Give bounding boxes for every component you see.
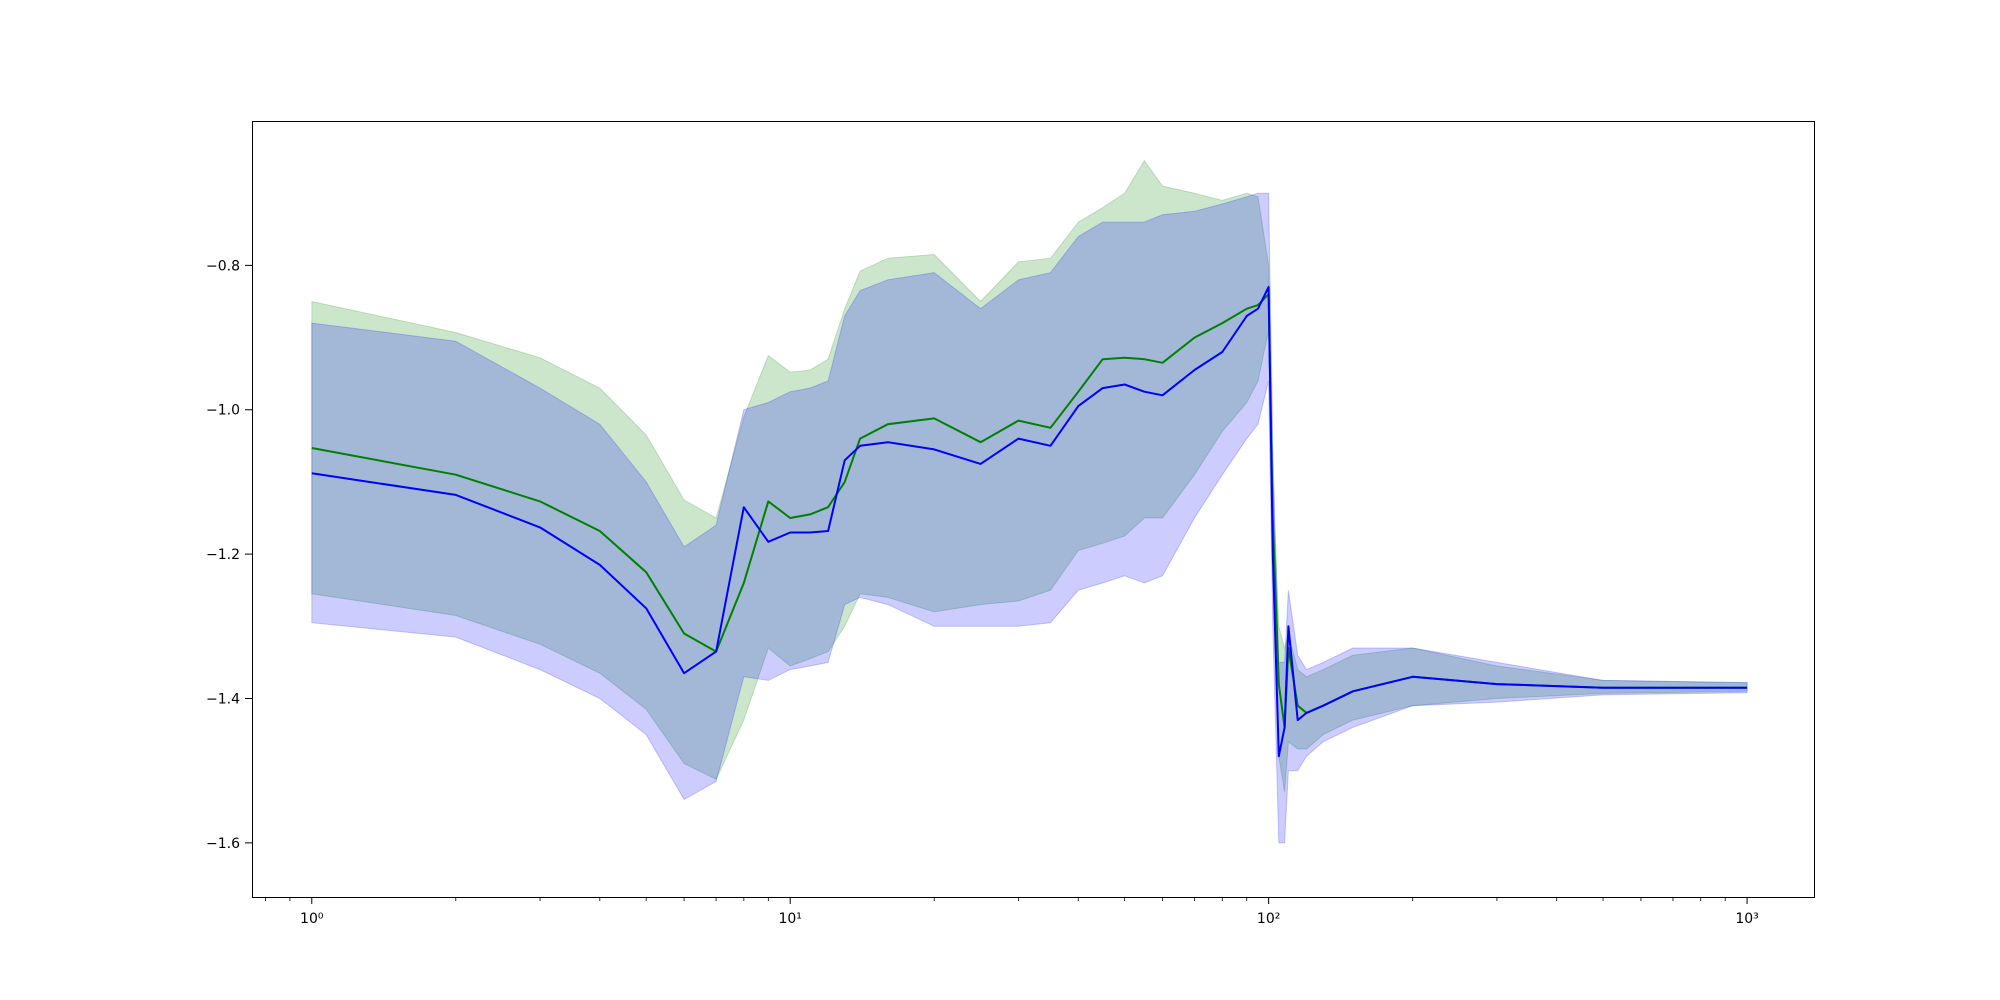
confidence-band-1: [311, 192, 1748, 844]
series-line-0: [311, 293, 1748, 729]
y-tick-label: −1.2: [206, 547, 240, 563]
confidence-band-0: [311, 159, 1748, 793]
x-tick-label: 10²: [1257, 911, 1280, 927]
y-axis: −0.8 −1.0 −1.2 −1.4 −1.6: [206, 258, 252, 852]
x-tick-label: 10⁰: [300, 911, 324, 927]
x-tick-label: 10¹: [778, 911, 801, 927]
x-tick-label: 10³: [1735, 911, 1758, 927]
y-tick-label: −1.4: [206, 691, 240, 707]
y-tick-label: −1.6: [206, 836, 240, 852]
series-lines: [311, 286, 1748, 758]
confidence-bands: [311, 159, 1748, 844]
plot-frame: [252, 121, 1815, 898]
x-axis: 10⁰ 10¹ 10² 10³: [265, 897, 1759, 927]
series-line-1: [311, 286, 1748, 758]
y-tick-label: −1.0: [206, 403, 240, 419]
y-tick-label: −0.8: [206, 258, 240, 274]
